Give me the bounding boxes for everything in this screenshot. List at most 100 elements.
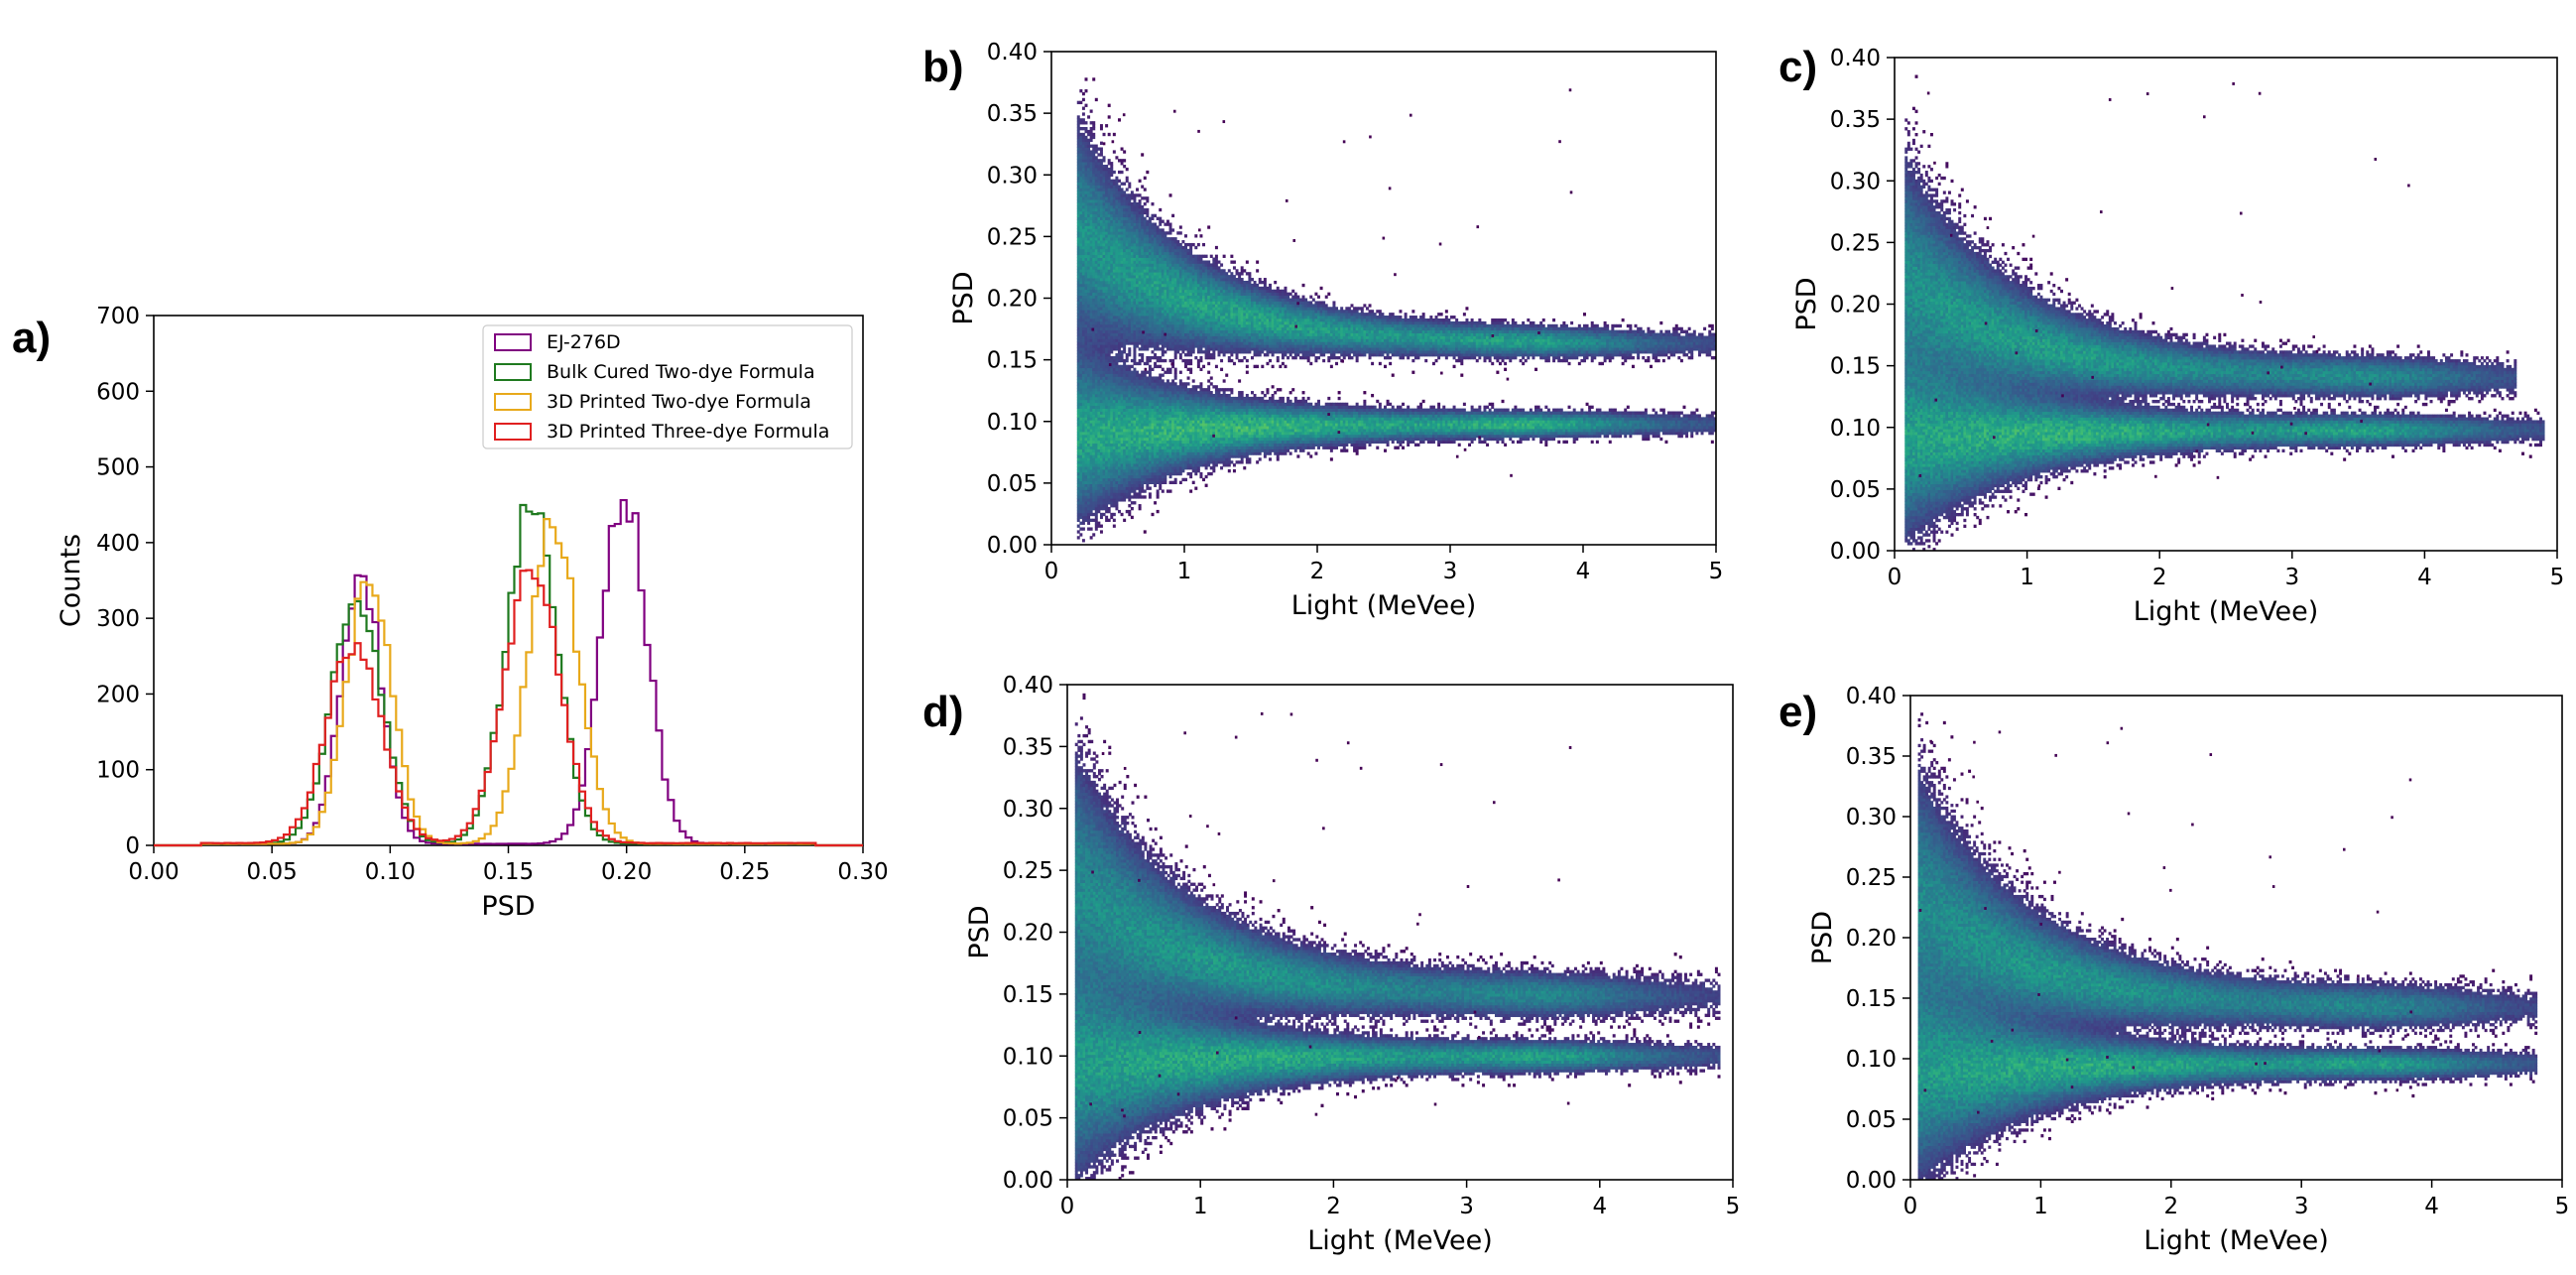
heatmap-cell: [1082, 92, 1085, 95]
heatmap-cell: [1090, 501, 1093, 504]
heatmap-cell: [1082, 379, 1085, 382]
heatmap-cell: [1082, 457, 1085, 460]
heatmap-cell: [1079, 168, 1082, 171]
heatmap-cell: [1079, 183, 1082, 186]
heatmap-cell: [1090, 484, 1093, 487]
heatmap-cell: [1082, 205, 1085, 208]
heatmap-cell: [1087, 304, 1090, 307]
heatmap-cell: [1082, 460, 1085, 463]
heatmap-cell: [1085, 489, 1088, 492]
heatmap-cell: [1079, 365, 1082, 368]
heatmap-cell: [1082, 225, 1085, 228]
heatmap-cell: [1082, 333, 1085, 336]
heatmap-cell: [1087, 171, 1090, 174]
heatmap-cell: [1082, 211, 1085, 214]
heatmap-cell: [1085, 220, 1088, 223]
heatmap-cell: [1087, 336, 1090, 339]
heatmap-cell: [1085, 191, 1088, 193]
heatmap-cell: [1085, 196, 1088, 199]
heatmap-cell: [1077, 115, 1080, 118]
heatmap-cell: [1079, 469, 1082, 472]
heatmap-cell: [1090, 487, 1093, 490]
heatmap-cell: [1087, 316, 1090, 319]
heatmap-cell: [1085, 336, 1088, 339]
heatmap-cell: [1090, 457, 1093, 460]
heatmap-cell: [1082, 281, 1085, 284]
heatmap-cell: [1082, 449, 1085, 452]
heatmap-cell: [1079, 208, 1082, 211]
heatmap-cell: [1077, 231, 1080, 234]
heatmap-cell: [1085, 385, 1088, 388]
heatmap-cell: [1085, 237, 1088, 240]
x-tick-label: 0.15: [483, 859, 534, 885]
heatmap-cell: [1087, 498, 1090, 501]
heatmap-cell: [1077, 338, 1080, 341]
heatmap-cell: [1082, 400, 1085, 403]
heatmap-cell: [1087, 196, 1090, 199]
heatmap-cell: [1090, 481, 1093, 484]
heatmap-cell: [1079, 333, 1082, 336]
heatmap-cell: [1087, 263, 1090, 266]
heatmap-cell: [1087, 272, 1090, 275]
heatmap-cell: [1082, 275, 1085, 278]
heatmap-cell: [1079, 301, 1082, 304]
heatmap-cell: [1087, 510, 1090, 513]
heatmap-cell: [1079, 174, 1082, 177]
heatmap-cell: [1087, 174, 1090, 177]
heatmap-cell: [1082, 310, 1085, 313]
heatmap-cell: [1085, 287, 1088, 290]
heatmap-cell: [1079, 228, 1082, 231]
heatmap-cell: [1079, 287, 1082, 290]
heatmap-cell: [1090, 492, 1093, 495]
heatmap-cell: [1077, 266, 1080, 269]
heatmap-cell: [1087, 446, 1090, 449]
y-tick-label: 600: [96, 379, 140, 405]
heatmap-cell: [1082, 147, 1085, 150]
heatmap-cell: [1082, 478, 1085, 481]
heatmap-cell: [1077, 296, 1080, 299]
heatmap-cell: [1087, 278, 1090, 281]
heatmap-cell: [1082, 527, 1085, 530]
heatmap-cell: [1085, 495, 1088, 498]
heatmap-cell: [1079, 388, 1082, 391]
y-tick-label: 400: [96, 531, 140, 557]
heatmap-cell: [1087, 165, 1090, 168]
heatmap-cell: [1082, 507, 1085, 510]
heatmap-cell: [1085, 504, 1088, 507]
heatmap-cell: [1087, 145, 1090, 148]
heatmap-cell: [1079, 321, 1082, 324]
heatmap-cell: [1082, 234, 1085, 237]
heatmap-cell: [1082, 385, 1085, 388]
heatmap-cell: [1079, 510, 1082, 513]
panel-b: 0 1 2 3 4 50.000.050.100.150.200.250.300.350.…: [922, 40, 1723, 621]
heatmap-cell: [1090, 397, 1093, 400]
heatmap-cell: [1079, 316, 1082, 319]
heatmap-cell: [1077, 347, 1080, 350]
heatmap-cell: [1079, 441, 1082, 444]
heatmap-cell: [1087, 188, 1090, 191]
heatmap-cell: [1077, 457, 1080, 460]
heatmap-cell: [1085, 333, 1088, 336]
heatmap-cell: [1090, 519, 1093, 522]
heatmap-cell: [1085, 344, 1088, 347]
heatmap-cell: [1079, 177, 1082, 180]
heatmap-cell: [1082, 353, 1085, 356]
series-line-3: [154, 519, 863, 845]
y-tick-label: 200: [96, 682, 140, 707]
heatmap-cell: [1077, 391, 1080, 394]
heatmap-cell: [1087, 466, 1090, 469]
heatmap-cell: [1087, 269, 1090, 272]
heatmap-cell: [1087, 463, 1090, 466]
heatmap-cell: [1082, 481, 1085, 484]
heatmap-cell: [1090, 460, 1093, 463]
legend-entry: 3D Printed Three-dye Formula: [547, 421, 829, 443]
heatmap-cell: [1082, 441, 1085, 444]
heatmap-cell: [1082, 290, 1085, 293]
heatmap-cell: [1087, 449, 1090, 452]
heatmap-cell: [1079, 429, 1082, 432]
heatmap-cell: [1090, 536, 1093, 539]
heatmap-cell: [1079, 260, 1082, 263]
heatmap-cell: [1077, 252, 1080, 255]
heatmap-cell: [1085, 412, 1088, 415]
heatmap-cell: [1090, 417, 1093, 420]
